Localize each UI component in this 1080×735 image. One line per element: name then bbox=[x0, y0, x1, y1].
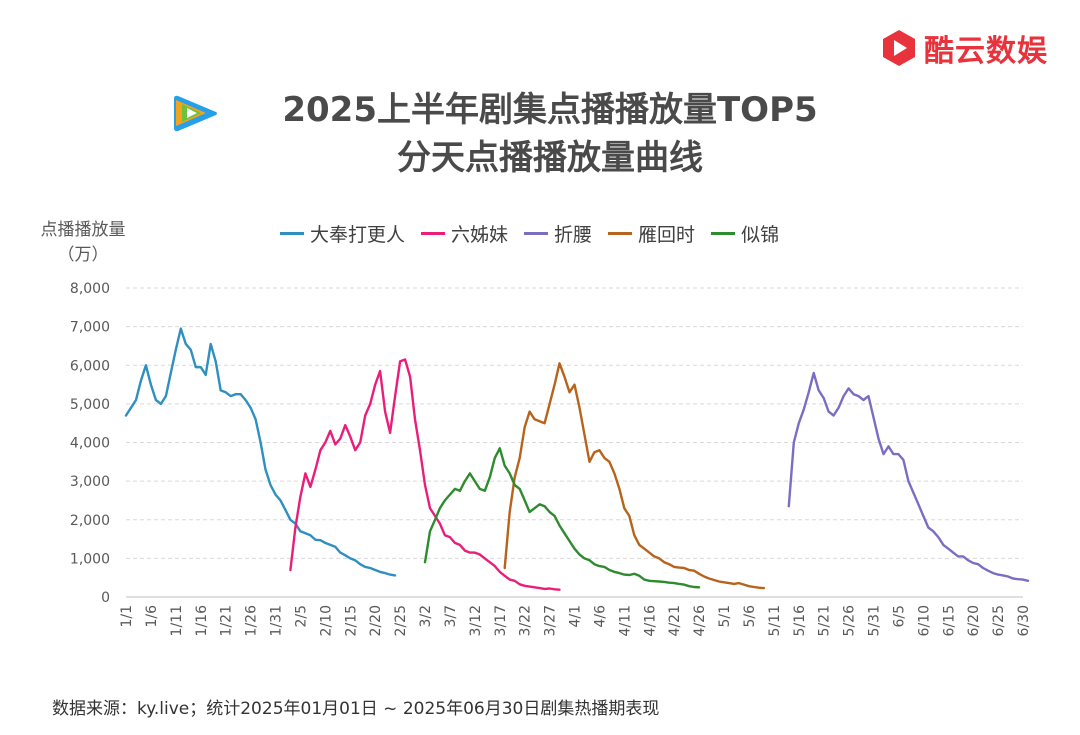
title-line-2: 分天点播播放量曲线 bbox=[397, 138, 703, 178]
legend-item: 大奉打更人 bbox=[280, 220, 405, 247]
chart-title: 2025上半年剧集点播播放量TOP5 分天点播播放量曲线 bbox=[200, 86, 900, 182]
y-tick-label: 4,000 bbox=[70, 436, 110, 452]
y-tick-label: 7,000 bbox=[70, 320, 110, 336]
brand-logo: 酷云数娱 bbox=[880, 26, 1048, 70]
legend-item: 似锦 bbox=[711, 220, 779, 247]
x-tick-label: 1/26 bbox=[244, 605, 260, 637]
x-tick-label: 1/16 bbox=[194, 605, 210, 637]
x-tick-label: 1/31 bbox=[269, 605, 285, 636]
legend-item: 雁回时 bbox=[608, 220, 695, 247]
x-tick-label: 5/11 bbox=[767, 605, 783, 636]
play-hexagon-icon bbox=[883, 30, 915, 66]
series-line bbox=[787, 371, 1030, 582]
legend-label: 雁回时 bbox=[638, 224, 696, 246]
x-tick-label: 4/21 bbox=[667, 605, 683, 636]
x-tick-label: 4/6 bbox=[592, 605, 608, 628]
y-axis-label: 点播播放量 （万） bbox=[28, 218, 138, 268]
y-tick-label: 1,000 bbox=[70, 551, 110, 567]
legend-swatch bbox=[608, 232, 633, 235]
title-line-1: 2025上半年剧集点播播放量TOP5 bbox=[282, 90, 818, 130]
series-line bbox=[423, 447, 701, 589]
series-line bbox=[124, 327, 397, 577]
x-tick-label: 3/17 bbox=[493, 605, 509, 636]
x-tick-label: 5/26 bbox=[842, 605, 858, 637]
legend-item: 折腰 bbox=[524, 220, 592, 247]
chart-legend: 大奉打更人 六姊妹 折腰 雁回时 似锦 bbox=[280, 220, 779, 247]
data-source-note: 数据来源：ky.live；统计2025年01月01日 ~ 2025年06月30日… bbox=[52, 699, 660, 719]
x-tick-label: 5/21 bbox=[817, 605, 833, 636]
x-tick-label: 4/26 bbox=[692, 605, 708, 637]
x-tick-label: 6/25 bbox=[991, 605, 1007, 636]
x-tick-label: 3/22 bbox=[518, 605, 534, 636]
x-tick-label: 6/15 bbox=[941, 605, 957, 636]
x-tick-label: 2/25 bbox=[393, 605, 409, 636]
x-tick-label: 5/6 bbox=[742, 605, 758, 628]
y-tick-label: 3,000 bbox=[70, 474, 110, 490]
x-tick-label: 4/11 bbox=[617, 605, 633, 636]
x-tick-label: 1/21 bbox=[219, 605, 235, 636]
legend-swatch bbox=[711, 232, 736, 235]
legend-swatch bbox=[280, 232, 304, 235]
legend-item: 六姊妹 bbox=[421, 220, 508, 247]
x-tick-label: 2/5 bbox=[293, 605, 309, 628]
y-tick-label: 6,000 bbox=[70, 358, 110, 374]
series-line bbox=[503, 362, 766, 590]
y-axis-label-line-1: 点播播放量 bbox=[40, 220, 126, 240]
x-tick-label: 5/1 bbox=[717, 605, 733, 628]
x-tick-label: 5/16 bbox=[792, 605, 808, 637]
x-tick-label: 3/27 bbox=[543, 605, 559, 636]
x-tick-label: 3/12 bbox=[468, 605, 484, 636]
x-tick-label: 6/5 bbox=[891, 605, 907, 628]
legend-label: 似锦 bbox=[741, 224, 780, 246]
tencent-video-icon bbox=[174, 95, 217, 132]
x-tick-label: 2/20 bbox=[368, 605, 384, 636]
y-tick-label: 2,000 bbox=[70, 513, 110, 529]
x-tick-label: 4/16 bbox=[642, 605, 658, 637]
legend-label: 大奉打更人 bbox=[310, 224, 406, 246]
x-tick-label: 1/6 bbox=[144, 605, 160, 628]
x-tick-label: 3/7 bbox=[443, 605, 459, 628]
y-axis-label-line-2: （万） bbox=[57, 245, 109, 265]
y-tick-label: 5,000 bbox=[70, 397, 110, 413]
x-tick-label: 6/20 bbox=[966, 605, 982, 636]
legend-swatch bbox=[421, 232, 446, 235]
x-tick-label: 2/10 bbox=[318, 605, 334, 636]
x-tick-label: 5/31 bbox=[867, 605, 883, 636]
x-tick-label: 6/30 bbox=[1016, 605, 1032, 636]
x-tick-label: 3/2 bbox=[418, 605, 434, 628]
brand-name: 酷云数娱 bbox=[924, 34, 1048, 69]
x-tick-label: 4/1 bbox=[568, 605, 584, 628]
x-tick-label: 6/10 bbox=[916, 605, 932, 636]
legend-label: 六姊妹 bbox=[451, 224, 509, 246]
y-tick-label: 0 bbox=[101, 590, 110, 606]
legend-label: 折腰 bbox=[554, 224, 593, 246]
x-tick-label: 1/11 bbox=[169, 605, 185, 636]
x-tick-label: 2/15 bbox=[343, 605, 359, 636]
legend-swatch bbox=[524, 232, 549, 235]
x-tick-label: 1/1 bbox=[119, 605, 135, 628]
series-line bbox=[289, 358, 561, 591]
y-tick-label: 8,000 bbox=[70, 281, 110, 297]
